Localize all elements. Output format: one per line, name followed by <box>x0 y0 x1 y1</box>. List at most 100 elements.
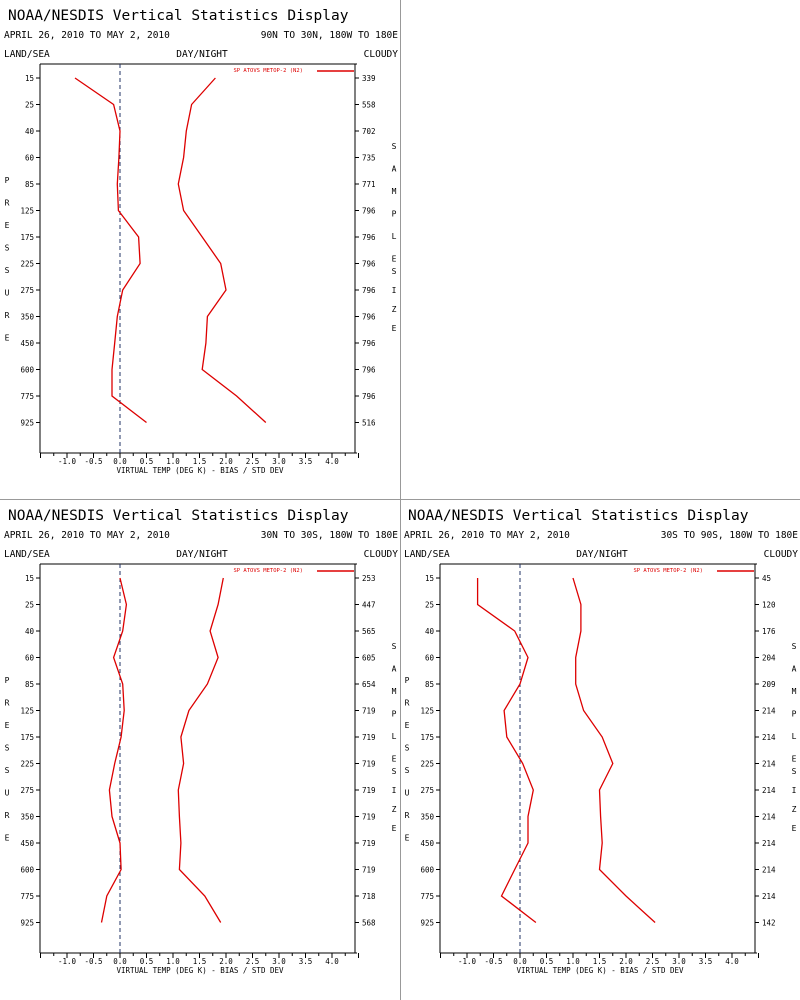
x-tick-label: 3.5 <box>699 957 713 966</box>
pressure-level-label: 600 <box>420 866 434 875</box>
pressure-level-label: 125 <box>420 707 434 716</box>
x-tick-label: 4.0 <box>325 457 339 466</box>
x-tick-label: 0.5 <box>140 457 154 466</box>
chart-title: NOAA/NESDIS Vertical Statistics Display <box>408 508 749 524</box>
chart-title: NOAA/NESDIS Vertical Statistics Display <box>8 8 349 24</box>
sample-size-label: 568 <box>362 919 376 928</box>
x-tick-label: -1.0 <box>58 457 77 466</box>
sample-axis-letter: M <box>392 187 397 196</box>
sample-axis-letter: S <box>392 642 397 651</box>
sample-size-label: 654 <box>362 680 376 689</box>
pressure-level-label: 275 <box>20 786 34 795</box>
bias-line <box>74 77 147 424</box>
sample-axis-letter: S <box>392 767 397 776</box>
pressure-axis-letter: U <box>5 289 10 298</box>
pressure-axis-letter: S <box>5 244 10 253</box>
sample-size-label: 719 <box>362 760 376 769</box>
sample-size-label: 718 <box>362 892 376 901</box>
pressure-axis-letter: E <box>5 721 10 730</box>
sample-size-label: 339 <box>362 74 376 83</box>
sample-axis-letter: S <box>392 142 397 151</box>
pressure-level-label: 175 <box>20 233 34 242</box>
pressure-axis-letter: E <box>5 334 10 343</box>
sample-axis-letter: L <box>392 232 397 241</box>
pressure-level-label: 450 <box>20 339 34 348</box>
sample-axis-letter: I <box>792 786 797 795</box>
x-tick-label: 0.0 <box>113 457 127 466</box>
sample-axis-letter: A <box>392 165 397 174</box>
std-dev-line <box>177 77 267 423</box>
sample-size-label: 796 <box>362 392 376 401</box>
bias-line <box>100 577 128 923</box>
x-tick-label: 0.0 <box>513 957 527 966</box>
pressure-level-label: 15 <box>25 574 34 583</box>
chart-panel-tropics: NOAA/NESDIS Vertical Statistics Display A… <box>0 500 400 1000</box>
pressure-axis-letter: E <box>405 834 410 843</box>
sample-axis-letter: P <box>792 710 797 719</box>
sample-size-label: 719 <box>362 707 376 716</box>
sample-size-label: 565 <box>362 627 376 636</box>
pressure-level-label: 775 <box>20 892 34 901</box>
x-tick-label: 1.0 <box>166 457 180 466</box>
sample-axis-letter: P <box>392 710 397 719</box>
pressure-axis-letter: S <box>5 744 10 753</box>
sample-axis-letter: M <box>392 687 397 696</box>
header-day-night: DAY/NIGHT <box>176 549 228 560</box>
pressure-axis-letter: S <box>405 766 410 775</box>
pressure-axis-letter: R <box>405 699 410 708</box>
x-tick-label: 2.0 <box>219 457 233 466</box>
x-tick-label: 2.5 <box>246 457 260 466</box>
pressure-level-label: 125 <box>20 207 34 216</box>
x-tick-label: 3.5 <box>299 957 313 966</box>
sample-axis-letter: L <box>392 732 397 741</box>
sample-axis-letter: M <box>792 687 797 696</box>
sample-size-label: 719 <box>362 786 376 795</box>
sample-size-label: 45 <box>762 574 771 583</box>
x-tick-label: -0.5 <box>84 457 102 466</box>
header-land-sea: LAND/SEA <box>4 549 50 560</box>
pressure-level-label: 175 <box>420 733 434 742</box>
x-tick-label: 0.5 <box>140 957 154 966</box>
sample-axis-letter: L <box>792 732 797 741</box>
sample-size-label: 214 <box>762 707 776 716</box>
pressure-level-label: 85 <box>25 680 34 689</box>
pressure-axis-letter: R <box>405 811 410 820</box>
date-range: APRIL 26, 2010 TO MAY 2, 2010 <box>404 530 570 541</box>
x-tick-label: 0.5 <box>540 957 554 966</box>
sample-size-label: 771 <box>362 180 376 189</box>
header-land-sea: LAND/SEA <box>404 549 450 560</box>
std-dev-line <box>177 577 224 923</box>
sample-size-label: 209 <box>762 680 776 689</box>
pressure-level-label: 60 <box>25 654 35 663</box>
pressure-axis-letter: U <box>405 789 410 798</box>
sample-size-label: 214 <box>762 839 776 848</box>
sample-axis-letter: A <box>392 665 397 674</box>
pressure-level-label: 25 <box>25 601 34 610</box>
sample-axis-letter: E <box>392 824 397 833</box>
header-day-night: DAY/NIGHT <box>176 49 228 60</box>
x-tick-label: -1.0 <box>458 957 477 966</box>
pressure-axis-letter: R <box>5 699 10 708</box>
sample-axis-letter: E <box>392 755 397 764</box>
pressure-axis-letter: R <box>5 199 10 208</box>
x-tick-label: -0.5 <box>484 957 502 966</box>
pressure-level-label: 175 <box>20 733 34 742</box>
pressure-axis-letter: E <box>5 834 10 843</box>
chart-svg: NOAA/NESDIS Vertical Statistics Display A… <box>4 8 398 475</box>
x-tick-label: 1.5 <box>593 957 607 966</box>
x-tick-label: -1.0 <box>58 957 77 966</box>
x-axis-label: VIRTUAL TEMP (DEG K) - BIAS / STD DEV <box>116 966 284 975</box>
pressure-level-label: 600 <box>20 366 34 375</box>
pressure-axis-letter: P <box>405 676 410 685</box>
sample-axis-letter: I <box>392 286 397 295</box>
sample-size-label: 214 <box>762 813 776 822</box>
x-tick-label: 3.0 <box>672 957 686 966</box>
pressure-level-label: 40 <box>25 127 35 136</box>
sample-axis-letter: E <box>792 824 797 833</box>
sample-axis-letter: A <box>792 665 797 674</box>
pressure-level-label: 125 <box>20 707 34 716</box>
x-tick-label: 4.0 <box>325 957 339 966</box>
sample-size-label: 214 <box>762 760 776 769</box>
sample-size-label: 702 <box>362 127 376 136</box>
sample-size-label: 796 <box>362 286 376 295</box>
